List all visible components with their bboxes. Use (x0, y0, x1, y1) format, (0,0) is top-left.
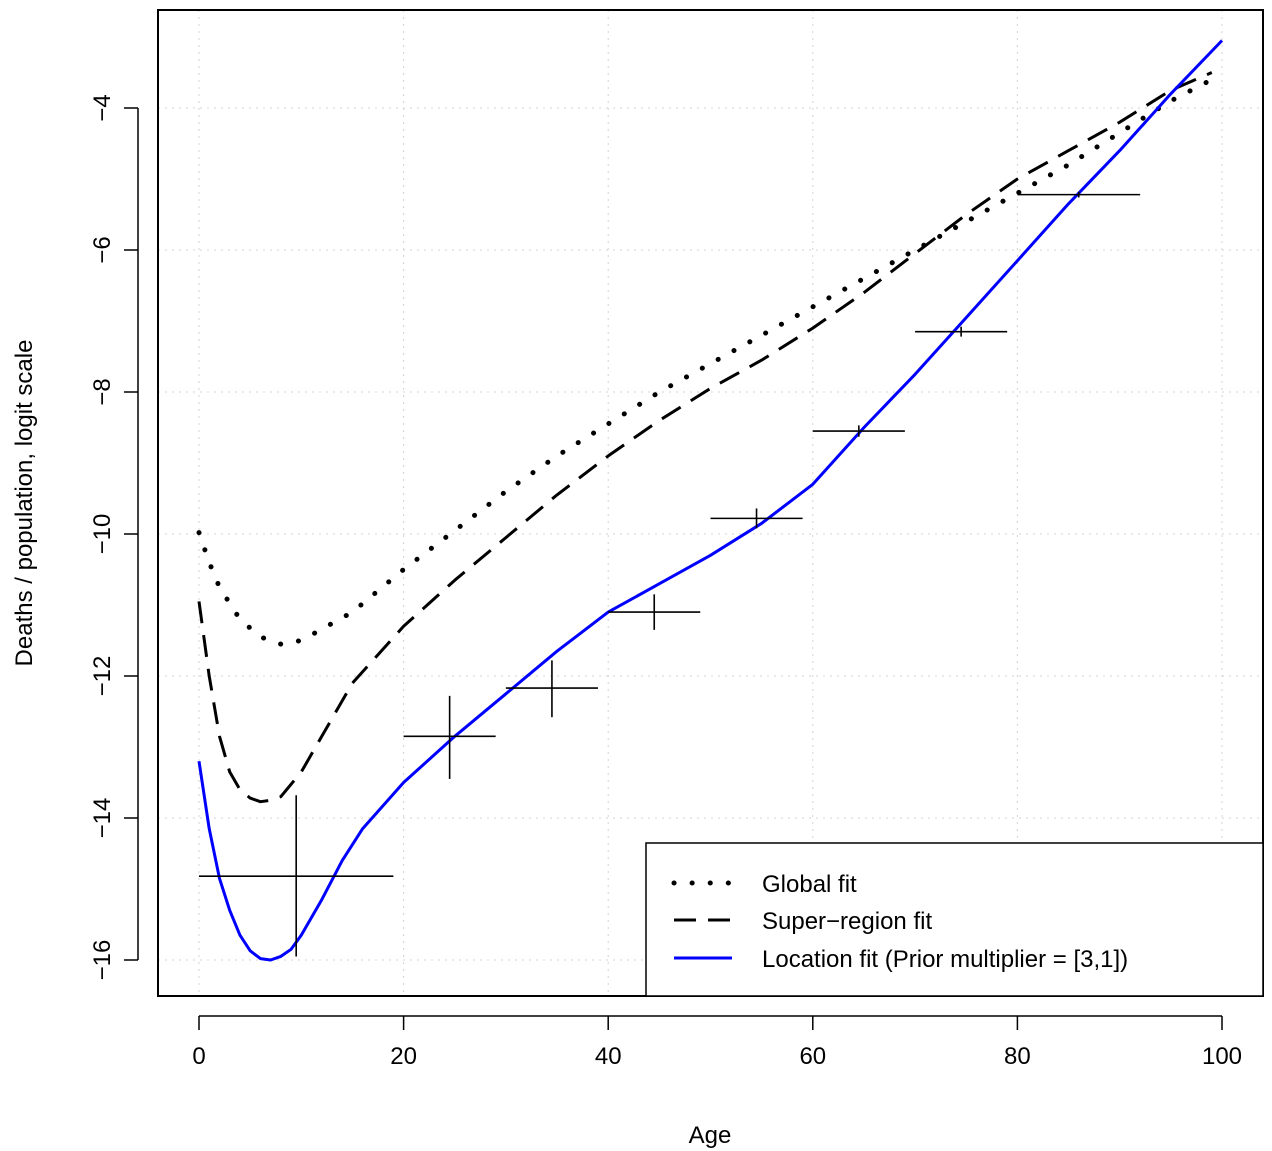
x-tick-label-0: 0 (192, 1043, 205, 1070)
y-tick-label-4: −4 (89, 94, 116, 121)
data-point-7 (1017, 191, 1141, 198)
x-axis-title: Age (689, 1122, 732, 1149)
data-point-6 (915, 326, 1008, 337)
data-point-0 (199, 795, 394, 957)
data-point-2 (505, 660, 598, 718)
data-point-4 (710, 508, 803, 529)
y-tick-label-10: −10 (89, 514, 116, 555)
data-points-layer (199, 191, 1141, 957)
y-tick-label-14: −14 (89, 798, 116, 839)
legend-label-super-region-fit: Super−region fit (762, 908, 932, 935)
data-point-1 (403, 695, 496, 779)
x-tick-label-80: 80 (1004, 1043, 1031, 1070)
x-tick-label-20: 20 (390, 1043, 417, 1070)
legend-box (645, 842, 1264, 997)
y-tick-label-6: −6 (89, 236, 116, 263)
series-line-super-region-fit (197, 71, 1213, 804)
legend-label-location-fit: Location fit (Prior multiplier = [3,1]) (762, 946, 1128, 973)
x-tick-label-60: 60 (799, 1043, 826, 1070)
y-tick-label-8: −8 (89, 378, 116, 405)
y-tick-label-16: −16 (89, 940, 116, 981)
x-axis: 0 20 40 60 80 100 (192, 1015, 1242, 1070)
x-tick-label-40: 40 (595, 1043, 622, 1070)
legend-label-global-fit: Global fit (762, 871, 857, 898)
y-axis: −16 −14 −12 −10 −8 −6 −4 (89, 94, 139, 981)
data-point-3 (608, 594, 701, 630)
y-axis-title: Deaths / population, logit scale (11, 340, 38, 667)
y-tick-label-12: −12 (89, 656, 116, 697)
series-line-global-fit (196, 77, 1215, 647)
legend: Global fit Super−region fit Location fit… (645, 842, 1264, 997)
data-point-5 (812, 425, 905, 437)
x-tick-label-100: 100 (1202, 1043, 1242, 1070)
